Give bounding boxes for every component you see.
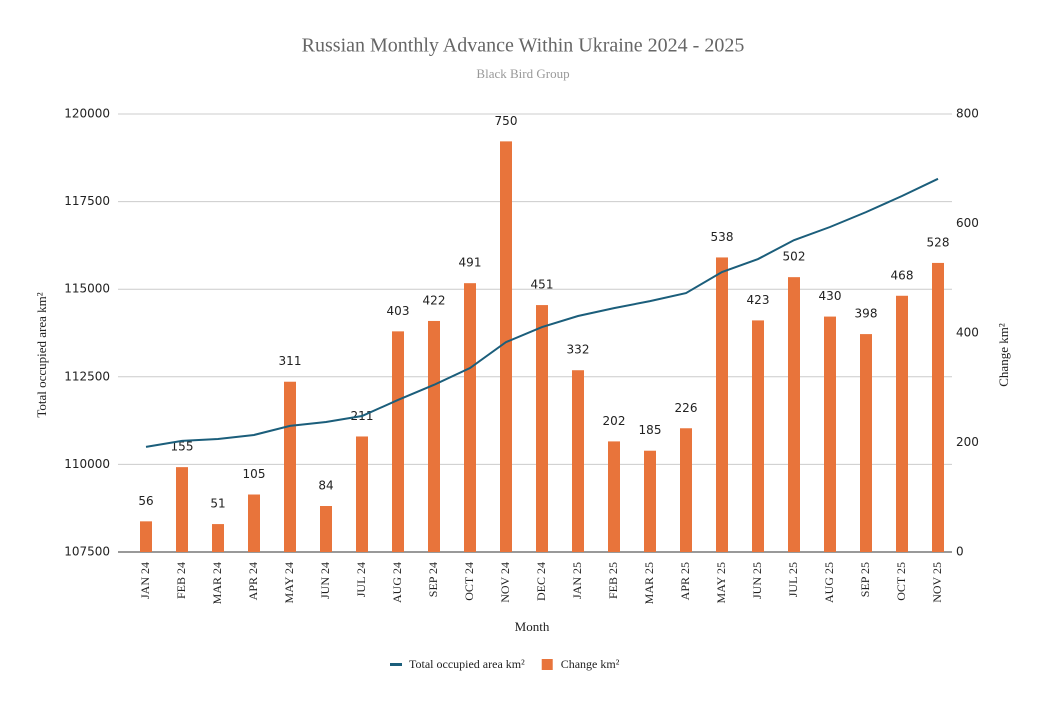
bar bbox=[644, 450, 656, 552]
data-label: 528 bbox=[927, 235, 950, 249]
x-tick-label: FEB 25 bbox=[606, 562, 620, 599]
bar bbox=[500, 141, 512, 552]
x-tick-label: JUN 25 bbox=[750, 562, 764, 599]
legend-label: Change km² bbox=[561, 657, 620, 671]
data-label: 56 bbox=[138, 494, 153, 508]
data-label: 398 bbox=[855, 307, 878, 321]
bar bbox=[212, 524, 224, 552]
bar bbox=[716, 257, 728, 552]
bar bbox=[392, 331, 404, 552]
bar bbox=[896, 295, 908, 552]
y2-tick-label: 200 bbox=[956, 435, 979, 449]
y2-tick-label: 800 bbox=[956, 107, 979, 121]
bar bbox=[680, 428, 692, 552]
x-tick-label: OCT 24 bbox=[462, 562, 476, 601]
x-tick-label: FEB 24 bbox=[174, 562, 188, 599]
x-tick-label: MAY 24 bbox=[282, 562, 296, 603]
x-tick-label: JUL 25 bbox=[786, 562, 800, 597]
x-tick-label: AUG 24 bbox=[390, 562, 404, 603]
y-tick-label: 110000 bbox=[64, 457, 110, 471]
bar bbox=[932, 262, 944, 552]
bar bbox=[608, 441, 620, 552]
data-label: 423 bbox=[747, 293, 770, 307]
y-tick-label: 117500 bbox=[64, 194, 110, 208]
data-label: 403 bbox=[387, 304, 410, 318]
data-label: 155 bbox=[171, 440, 194, 454]
x-tick-label: APR 25 bbox=[678, 562, 692, 600]
chart-title: Russian Monthly Advance Within Ukraine 2… bbox=[302, 35, 745, 57]
x-tick-label: JAN 25 bbox=[570, 562, 584, 599]
data-label: 311 bbox=[279, 354, 302, 368]
bar bbox=[572, 370, 584, 552]
legend-swatch bbox=[541, 659, 553, 670]
y-axis-label: Total occupied area km² bbox=[34, 292, 49, 417]
bar bbox=[176, 467, 188, 552]
data-label: 51 bbox=[210, 497, 225, 511]
bar bbox=[536, 305, 548, 552]
bar bbox=[140, 521, 152, 552]
data-label: 332 bbox=[567, 343, 590, 357]
data-label: 491 bbox=[459, 256, 482, 270]
y2-tick-label: 600 bbox=[956, 216, 979, 230]
x-axis-label: Month bbox=[515, 619, 550, 634]
y2-tick-label: 0 bbox=[956, 545, 964, 559]
bar bbox=[464, 283, 476, 552]
bar bbox=[752, 320, 764, 552]
y-tick-label: 107500 bbox=[64, 545, 110, 559]
x-tick-label: JUL 24 bbox=[354, 562, 368, 597]
y2-tick-label: 400 bbox=[956, 326, 979, 340]
bar bbox=[284, 381, 296, 552]
x-tick-label: MAR 24 bbox=[210, 562, 224, 604]
bar bbox=[356, 436, 368, 552]
line bbox=[145, 177, 939, 448]
y-tick-label: 112500 bbox=[64, 369, 110, 383]
x-tick-label: APR 24 bbox=[246, 562, 260, 600]
x-tick-label: SEP 25 bbox=[858, 562, 872, 597]
legend-label: Total occupied area km² bbox=[409, 657, 525, 671]
x-tick-label: AUG 25 bbox=[822, 562, 836, 603]
data-label: 451 bbox=[531, 278, 554, 292]
bar bbox=[788, 277, 800, 552]
data-label: 422 bbox=[423, 293, 446, 307]
y-tick-label: 115000 bbox=[64, 282, 110, 296]
x-tick-label: NOV 24 bbox=[498, 562, 512, 603]
data-label: 502 bbox=[783, 250, 806, 264]
x-tick-label: NOV 25 bbox=[930, 562, 944, 603]
data-label: 430 bbox=[819, 289, 842, 303]
data-label: 84 bbox=[318, 479, 333, 493]
bar bbox=[428, 320, 440, 552]
legend-swatch bbox=[390, 663, 402, 666]
x-tick-label: OCT 25 bbox=[894, 562, 908, 601]
data-label: 202 bbox=[603, 414, 626, 428]
y2-axis-label: Change km² bbox=[996, 323, 1011, 387]
data-label: 538 bbox=[711, 230, 734, 244]
x-tick-label: JAN 24 bbox=[138, 562, 152, 599]
y-tick-label: 120000 bbox=[64, 107, 110, 121]
data-label: 185 bbox=[639, 423, 662, 437]
data-label: 105 bbox=[243, 467, 266, 481]
data-label: 226 bbox=[675, 401, 698, 415]
bar bbox=[824, 316, 836, 552]
bar bbox=[320, 506, 332, 552]
data-label: 750 bbox=[495, 114, 518, 128]
x-tick-label: DEC 24 bbox=[534, 562, 548, 601]
x-tick-label: MAY 25 bbox=[714, 562, 728, 603]
bar bbox=[248, 494, 260, 552]
data-label: 468 bbox=[891, 268, 914, 282]
bar bbox=[860, 334, 872, 552]
x-tick-label: JUN 24 bbox=[318, 562, 332, 599]
x-tick-label: MAR 25 bbox=[642, 562, 656, 604]
chart-subtitle: Black Bird Group bbox=[476, 66, 569, 81]
x-tick-label: SEP 24 bbox=[426, 562, 440, 597]
